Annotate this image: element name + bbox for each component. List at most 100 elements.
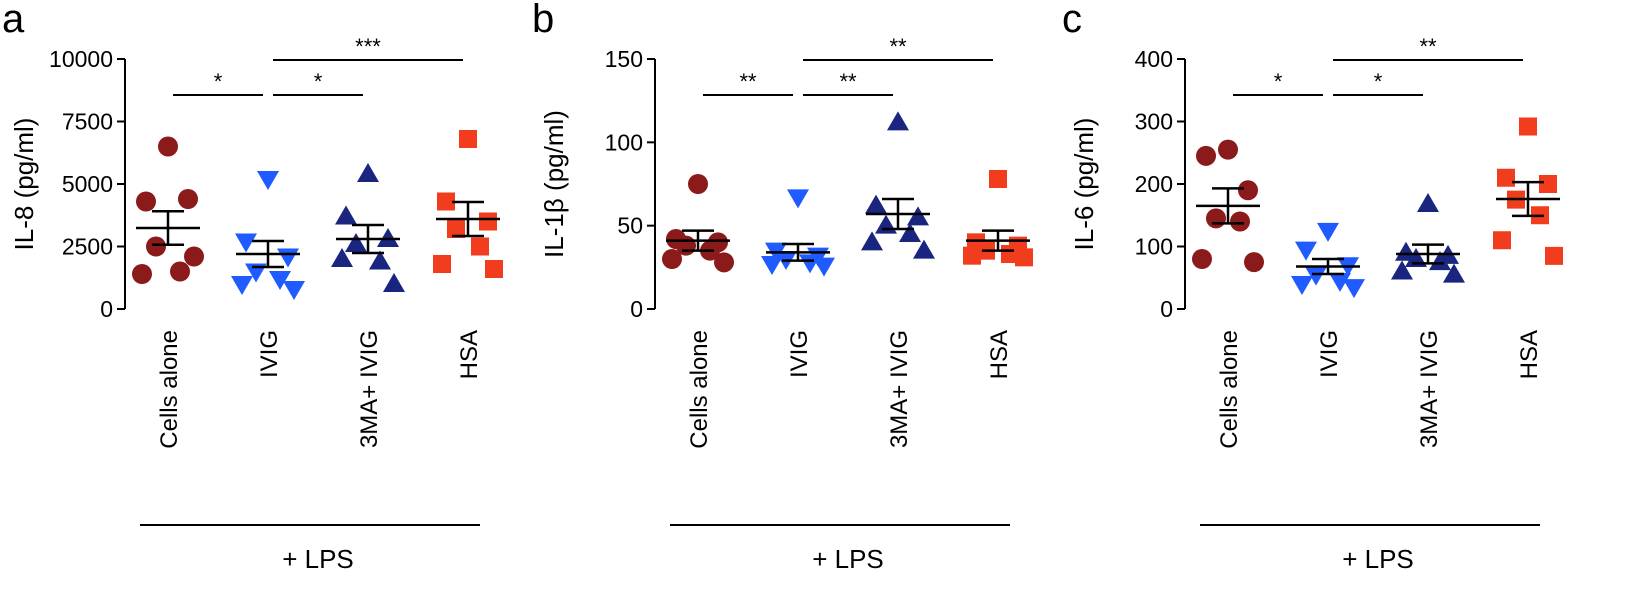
x-tick-label: 3MA+ IVIG bbox=[1416, 330, 1443, 448]
y-tick-label: 0 bbox=[630, 296, 643, 322]
data-point bbox=[447, 220, 465, 238]
data-point bbox=[761, 256, 783, 275]
data-point bbox=[158, 136, 178, 157]
data-point bbox=[479, 212, 497, 231]
y-axis-label: IL-1β (pg/ml) bbox=[539, 110, 569, 258]
x-tick-label: IVIG bbox=[786, 330, 813, 378]
error-bar bbox=[352, 223, 384, 255]
panel-label: b bbox=[532, 0, 554, 41]
y-tick-label: 300 bbox=[1135, 109, 1173, 135]
data-point bbox=[1291, 276, 1313, 295]
data-point bbox=[1519, 117, 1537, 136]
group-label: + LPS bbox=[1342, 544, 1414, 574]
error-bar bbox=[1212, 187, 1244, 225]
data-point bbox=[1192, 249, 1212, 269]
data-point bbox=[132, 264, 152, 284]
data-point bbox=[662, 249, 682, 269]
data-point bbox=[875, 214, 897, 234]
error-bar bbox=[452, 200, 484, 238]
x-tick-label: Cells alone bbox=[686, 330, 713, 449]
data-point bbox=[277, 248, 299, 268]
data-point bbox=[1230, 211, 1250, 232]
data-point bbox=[335, 205, 357, 225]
data-point bbox=[283, 281, 305, 300]
data-point bbox=[1329, 272, 1351, 292]
x-tick-label: Cells alone bbox=[1216, 330, 1243, 449]
data-point bbox=[485, 260, 503, 278]
data-point bbox=[433, 255, 451, 273]
x-tick-label: 3MA+ IVIG bbox=[886, 330, 913, 448]
y-tick-label: 150 bbox=[605, 46, 643, 72]
data-point bbox=[369, 250, 391, 270]
x-tick-label: Cells alone bbox=[156, 330, 183, 449]
data-point bbox=[963, 246, 981, 265]
x-tick-label: IVIG bbox=[256, 330, 283, 378]
data-point bbox=[1343, 279, 1365, 299]
data-point bbox=[1443, 263, 1465, 283]
data-point bbox=[235, 233, 257, 253]
data-point bbox=[1317, 222, 1339, 242]
x-tick-label: IVIG bbox=[1316, 330, 1343, 378]
y-tick-label: 10000 bbox=[49, 46, 113, 72]
significance-label: * bbox=[314, 69, 323, 94]
data-point bbox=[146, 236, 166, 257]
data-point bbox=[459, 130, 477, 148]
group-label: + LPS bbox=[282, 544, 354, 574]
data-point bbox=[1238, 180, 1258, 201]
y-tick-label: 0 bbox=[1160, 296, 1173, 322]
y-tick-label: 7500 bbox=[62, 109, 113, 135]
error-bar bbox=[882, 197, 914, 231]
y-tick-label: 50 bbox=[617, 213, 643, 239]
panel-label: a bbox=[2, 0, 25, 41]
data-point bbox=[383, 273, 405, 292]
error-bar bbox=[1412, 243, 1444, 265]
error-bar bbox=[982, 229, 1014, 252]
data-point bbox=[178, 189, 198, 209]
error-bar bbox=[1312, 257, 1344, 276]
data-point bbox=[136, 191, 156, 212]
data-point bbox=[257, 171, 279, 190]
data-point bbox=[331, 248, 353, 267]
data-point bbox=[1429, 251, 1451, 271]
data-point bbox=[231, 276, 253, 295]
data-point bbox=[688, 174, 708, 194]
data-point bbox=[1206, 208, 1226, 229]
x-tick-label: 3MA+ IVIG bbox=[356, 330, 383, 448]
data-point bbox=[1539, 175, 1557, 193]
data-point bbox=[1244, 252, 1264, 273]
error-bar bbox=[782, 242, 814, 262]
data-point bbox=[899, 223, 921, 242]
data-point bbox=[1015, 248, 1033, 267]
data-point bbox=[714, 252, 734, 273]
significance-label: * bbox=[1274, 69, 1283, 94]
y-axis-label: IL-6 (pg/ml) bbox=[1069, 118, 1099, 251]
data-point bbox=[1545, 246, 1563, 265]
data-point bbox=[1391, 260, 1413, 280]
data-point bbox=[861, 231, 883, 251]
x-tick-label: HSA bbox=[456, 330, 483, 379]
x-tick-label: HSA bbox=[1516, 330, 1543, 379]
data-point bbox=[907, 206, 929, 226]
x-tick-label: HSA bbox=[986, 330, 1013, 379]
significance-label: * bbox=[1374, 69, 1383, 94]
data-point bbox=[357, 163, 379, 182]
data-point bbox=[989, 170, 1007, 188]
data-point bbox=[1295, 241, 1317, 261]
y-axis-label: IL-8 (pg/ml) bbox=[9, 118, 39, 251]
y-tick-label: 5000 bbox=[62, 171, 113, 197]
data-point bbox=[1497, 168, 1515, 187]
panel-label: c bbox=[1062, 0, 1082, 41]
error-bar bbox=[682, 229, 714, 252]
data-point bbox=[437, 192, 455, 211]
error-bar bbox=[1512, 180, 1544, 218]
significance-label: ** bbox=[889, 34, 907, 59]
data-point bbox=[170, 261, 190, 282]
data-point bbox=[184, 246, 204, 267]
data-point bbox=[787, 189, 809, 209]
significance-label: * bbox=[214, 69, 223, 94]
y-tick-label: 200 bbox=[1135, 171, 1173, 197]
significance-label: ** bbox=[739, 69, 757, 94]
data-point bbox=[813, 257, 835, 277]
significance-label: ** bbox=[839, 69, 857, 94]
